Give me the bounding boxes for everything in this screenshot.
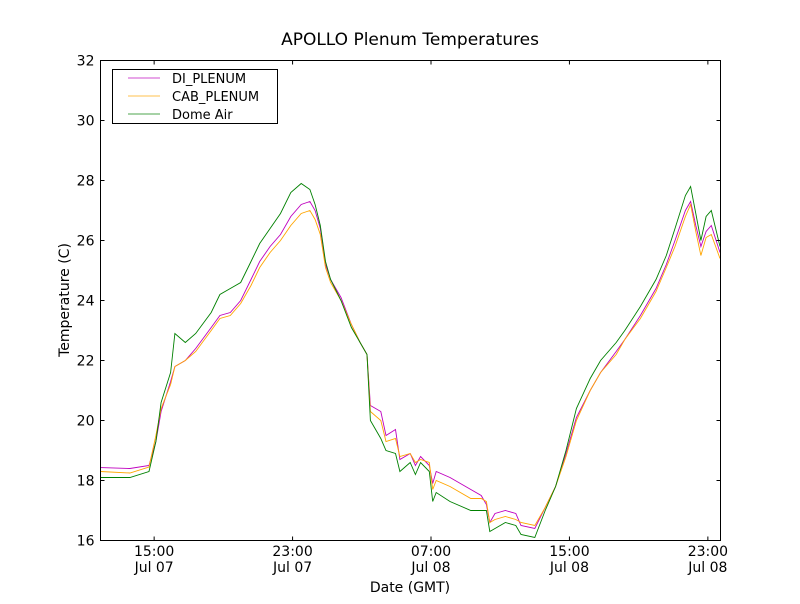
y-tick-label: 16 <box>77 534 95 550</box>
legend-label: DI_PLENUM <box>172 72 246 87</box>
series-line-cab-plenum <box>100 202 721 527</box>
y-tick-label: 20 <box>77 414 95 430</box>
y-tick-label: 24 <box>77 294 95 310</box>
y-tick-label: 26 <box>77 234 95 250</box>
series-line-di-plenum <box>100 200 721 530</box>
legend-entry: Dome Air <box>128 108 233 123</box>
x-tick-label-time: 23:00 <box>272 544 312 560</box>
y-tick-label: 22 <box>77 354 95 370</box>
legend-entry: DI_PLENUM <box>128 72 246 87</box>
y-tick-label: 18 <box>77 474 95 490</box>
x-tick-label-date: Jul 08 <box>687 560 727 576</box>
series-line-dome-air <box>100 182 721 539</box>
chart-title: APOLLO Plenum Temperatures <box>281 30 539 50</box>
legend-entry: CAB_PLENUM <box>128 90 259 105</box>
x-tick-label-date: Jul 08 <box>410 560 450 576</box>
y-axis-label: Temperature (C) <box>57 243 73 358</box>
legend-label: CAB_PLENUM <box>172 90 259 105</box>
y-tick-label: 28 <box>77 174 95 190</box>
x-tick-label-date: Jul 08 <box>549 560 589 576</box>
series-lines <box>100 182 721 539</box>
x-tick-label-time: 23:00 <box>688 544 728 560</box>
legend: DI_PLENUM CAB_PLENUM Dome Air <box>112 69 278 124</box>
y-tick-label: 30 <box>77 114 95 130</box>
x-tick-label-date: Jul 07 <box>272 560 312 576</box>
x-tick-label-time: 15:00 <box>134 544 174 560</box>
x-tick-label-date: Jul 07 <box>134 560 174 576</box>
legend-label: Dome Air <box>172 108 233 123</box>
y-tick-label: 32 <box>77 54 95 70</box>
x-tick-label-time: 15:00 <box>549 544 589 560</box>
plot-frame <box>100 60 721 541</box>
x-tick-label-time: 07:00 <box>411 544 451 560</box>
x-axis-label: Date (GMT) <box>370 580 450 596</box>
